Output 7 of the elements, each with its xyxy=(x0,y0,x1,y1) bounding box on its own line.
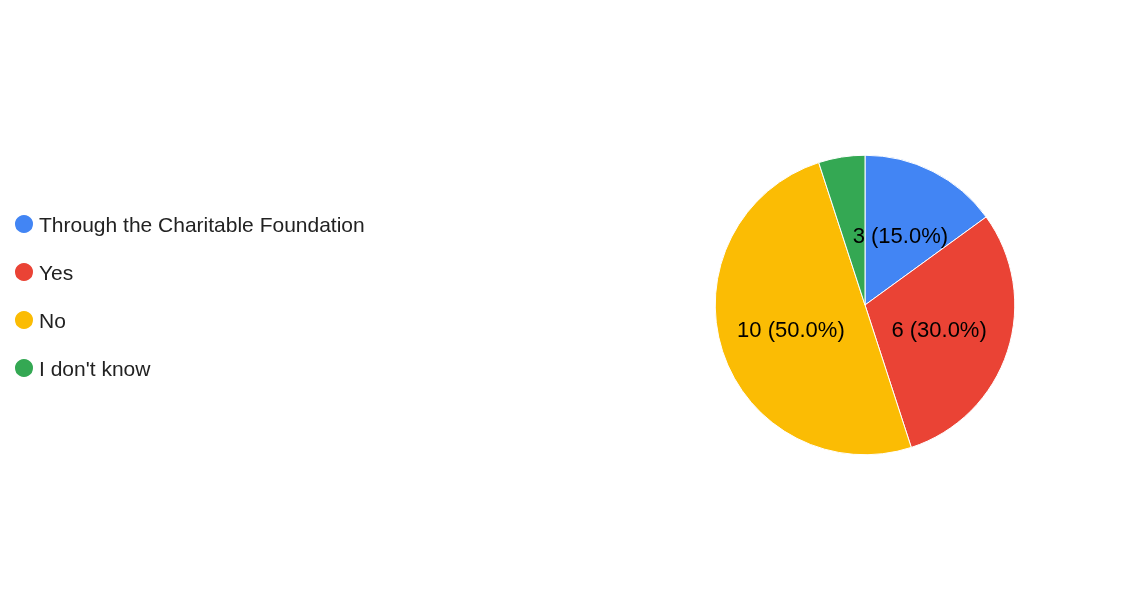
legend-label: Yes xyxy=(39,260,74,284)
data-label: 6 (30.0%) xyxy=(891,316,987,342)
data-label: 3 (15.0%) xyxy=(852,223,949,249)
legend-label: No xyxy=(39,308,66,332)
legend-label: I don't know xyxy=(39,356,152,380)
legend-label: Through the Charitable Foundation xyxy=(39,212,365,236)
data-label: 10 (50.0%) xyxy=(737,316,845,342)
